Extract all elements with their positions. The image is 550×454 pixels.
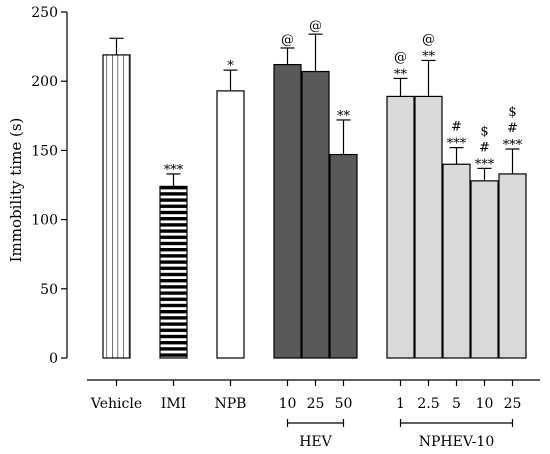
significance-mark: *** [164,163,184,178]
significance-mark: *** [503,138,523,153]
significance-mark: *** [447,137,467,152]
significance-mark: # [479,140,490,155]
significance-mark: # [451,120,462,135]
significance-mark: # [507,121,518,136]
x-tick-label: 10 [476,396,494,412]
x-tick-label: 5 [452,396,461,412]
significance-mark: *** [475,157,495,172]
x-tick-label: 50 [335,396,353,412]
significance-mark: * [227,59,234,74]
y-axis-label: Immobility time (s) [7,118,25,263]
bar [301,70,330,359]
group-label: NPHEV-10 [419,434,494,450]
y-tick-label: 0 [49,351,58,367]
significance-mark: @ [309,19,322,34]
x-tick-label: Vehicle [90,396,142,412]
group-label: HEV [299,434,332,450]
significance-mark: @ [394,50,407,65]
y-tick-label: 200 [31,74,58,90]
significance-mark: ** [337,109,351,124]
x-tick-label: 25 [307,396,325,412]
x-tick-label: IMI [161,396,186,412]
significance-mark: @ [281,33,294,48]
significance-mark: ** [394,67,408,82]
significance-mark: $ [480,124,488,139]
bar [414,95,443,359]
x-tick-label: NPB [215,396,247,412]
y-tick-label: 50 [40,282,58,298]
x-tick-label: 1 [396,396,405,412]
bar [273,63,302,359]
y-tick-label: 100 [31,213,58,229]
bar [442,163,471,359]
bar [498,173,527,359]
y-tick-label: 150 [31,143,58,159]
x-tick-label: 10 [279,396,297,412]
x-tick-label: 2.5 [417,396,439,412]
bar [329,153,358,359]
y-tick-label: 250 [31,5,58,21]
x-tick-label: 25 [504,396,522,412]
bar [102,54,131,359]
bar [386,95,415,359]
bar [159,185,188,359]
bar [216,90,245,359]
significance-mark: ** [422,49,436,64]
significance-mark: $ [508,105,516,120]
bar [470,180,499,359]
significance-mark: @ [422,32,435,47]
